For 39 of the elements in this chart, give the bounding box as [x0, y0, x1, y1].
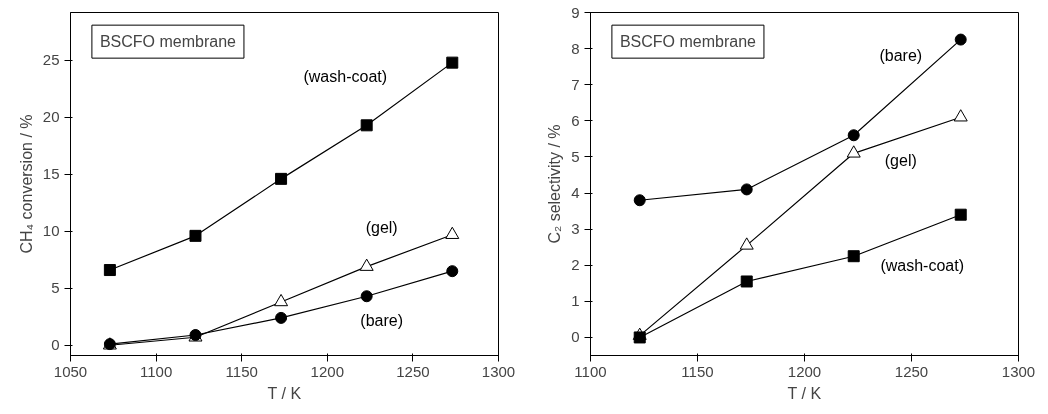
x-tick-label: 1200 [787, 362, 822, 380]
y-tick-label: 0 [51, 336, 60, 354]
series-label: (gel) [365, 219, 398, 237]
y-tick-label: 10 [42, 222, 60, 240]
y-tick-label: 6 [571, 111, 580, 129]
series-label: (bare) [879, 47, 923, 65]
y-tick-label: 25 [42, 51, 60, 69]
annotation: BSCFO membrane [99, 33, 237, 51]
x-tick-label: 1300 [481, 362, 516, 380]
y-tick-label: 8 [571, 39, 580, 57]
y-tick-label: 3 [571, 220, 580, 238]
x-tick-label: 1050 [53, 362, 88, 380]
y-tick-label: 9 [571, 3, 580, 21]
x-tick-label: 1300 [1001, 362, 1036, 380]
y-tick-label: 20 [42, 108, 60, 126]
y-tick-label: 7 [571, 75, 580, 93]
x-tick-label: 1250 [894, 362, 929, 380]
y-tick-label: 15 [42, 165, 60, 183]
annotation: BSCFO membrane [619, 33, 757, 51]
y-tick-label: 0 [571, 328, 580, 346]
y-tick-label: 1 [571, 292, 580, 310]
y-axis-title: C₂ selectivity / % [546, 124, 564, 244]
series-label: (wash-coat) [303, 67, 388, 85]
y-axis-title: CH₄ conversion / % [17, 114, 35, 254]
x-tick-label: 1100 [139, 362, 173, 380]
y-tick-label: 4 [571, 184, 580, 202]
y-tick-label: 5 [571, 147, 580, 165]
x-tick-label: 1150 [225, 362, 258, 380]
x-tick-label: 1200 [310, 362, 344, 380]
series-label: (gel) [884, 151, 917, 169]
x-axis-title: T / K [787, 384, 822, 402]
y-tick-label: 5 [51, 279, 60, 297]
series-label: (wash-coat) [880, 256, 964, 274]
x-tick-label: 1150 [681, 362, 714, 380]
x-axis-title: T / K [267, 384, 302, 402]
series-label: (bare) [360, 311, 403, 329]
x-tick-label: 1100 [574, 362, 607, 380]
y-tick-label: 2 [571, 256, 580, 274]
x-tick-label: 1250 [396, 362, 430, 380]
